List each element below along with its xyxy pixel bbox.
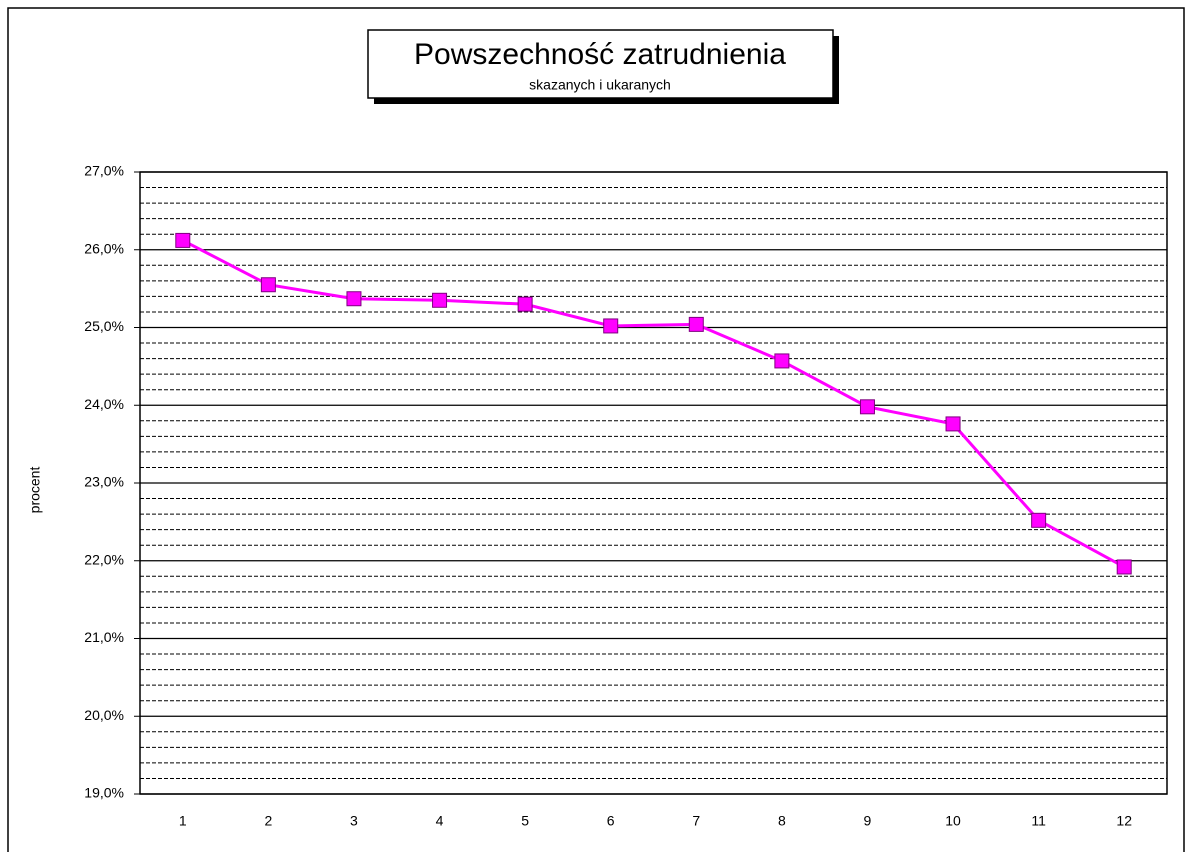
y-tick-label: 23,0% <box>84 474 124 490</box>
chart-title: Powszechność zatrudnienia <box>414 38 786 71</box>
marker <box>945 416 961 432</box>
x-tick-label: 8 <box>778 813 786 829</box>
x-tick-label: 6 <box>607 813 615 829</box>
marker <box>1031 512 1047 528</box>
y-tick-label: 22,0% <box>84 551 124 567</box>
marker <box>859 399 875 415</box>
marker <box>603 318 619 334</box>
marker <box>1116 559 1132 575</box>
marker <box>432 292 448 308</box>
x-tick-label: 11 <box>1031 813 1046 829</box>
marker <box>517 296 533 312</box>
title-box <box>367 29 834 99</box>
y-tick-label: 27,0% <box>84 163 124 179</box>
chart-subtitle: skazanych i ukaranych <box>529 77 671 93</box>
marker <box>260 277 276 293</box>
y-tick-label: 19,0% <box>84 785 124 801</box>
x-tick-label: 10 <box>945 813 961 829</box>
marker <box>175 232 191 248</box>
y-tick-label: 21,0% <box>84 629 124 645</box>
y-tick-label: 20,0% <box>84 707 124 723</box>
x-tick-label: 7 <box>692 813 700 829</box>
x-tick-label: 2 <box>264 813 272 829</box>
y-tick-label: 26,0% <box>84 240 124 256</box>
x-tick-label: 9 <box>864 813 872 829</box>
x-tick-label: 4 <box>436 813 444 829</box>
marker <box>688 316 704 332</box>
y-axis-label: procent <box>27 467 43 514</box>
y-tick-label: 24,0% <box>84 396 124 412</box>
chart-frame <box>7 7 1185 852</box>
x-tick-label: 1 <box>179 813 187 829</box>
line-series <box>182 239 1125 569</box>
marker <box>346 291 362 307</box>
marker <box>774 353 790 369</box>
x-tick-label: 3 <box>350 813 358 829</box>
x-tick-label: 5 <box>521 813 529 829</box>
x-tick-label: 12 <box>1116 813 1132 829</box>
y-tick-label: 25,0% <box>84 318 124 334</box>
